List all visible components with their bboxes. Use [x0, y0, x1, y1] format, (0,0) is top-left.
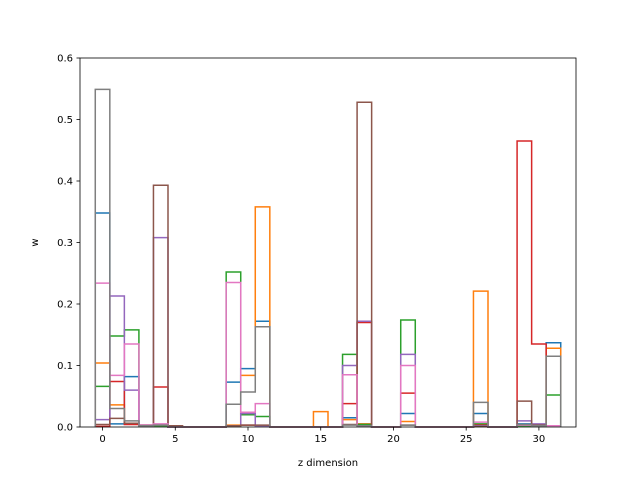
- x-tick-label: 10: [242, 434, 255, 445]
- y-tick-label: 0.1: [57, 361, 73, 372]
- x-axis-label: z dimension: [298, 458, 358, 469]
- y-tick-label: 0.2: [57, 300, 73, 311]
- y-tick-label: 0.0: [57, 423, 73, 434]
- y-tick-label: 0.3: [57, 238, 73, 249]
- x-tick-label: 5: [172, 434, 178, 445]
- x-axis-ticks: 0 5 10 15 20 25 30: [99, 427, 545, 445]
- y-axis-label: w: [30, 238, 41, 246]
- x-tick-label: 20: [387, 434, 400, 445]
- y-tick-label: 0.6: [57, 54, 73, 65]
- y-tick-label: 0.5: [57, 115, 73, 126]
- x-tick-label: 30: [533, 434, 546, 445]
- x-tick-label: 15: [314, 434, 327, 445]
- y-axis-ticks: 0.0 0.1 0.2 0.3 0.4 0.5 0.6: [57, 54, 80, 434]
- x-tick-label: 0: [99, 434, 105, 445]
- x-tick-label: 25: [460, 434, 473, 445]
- y-tick-label: 0.4: [57, 177, 73, 188]
